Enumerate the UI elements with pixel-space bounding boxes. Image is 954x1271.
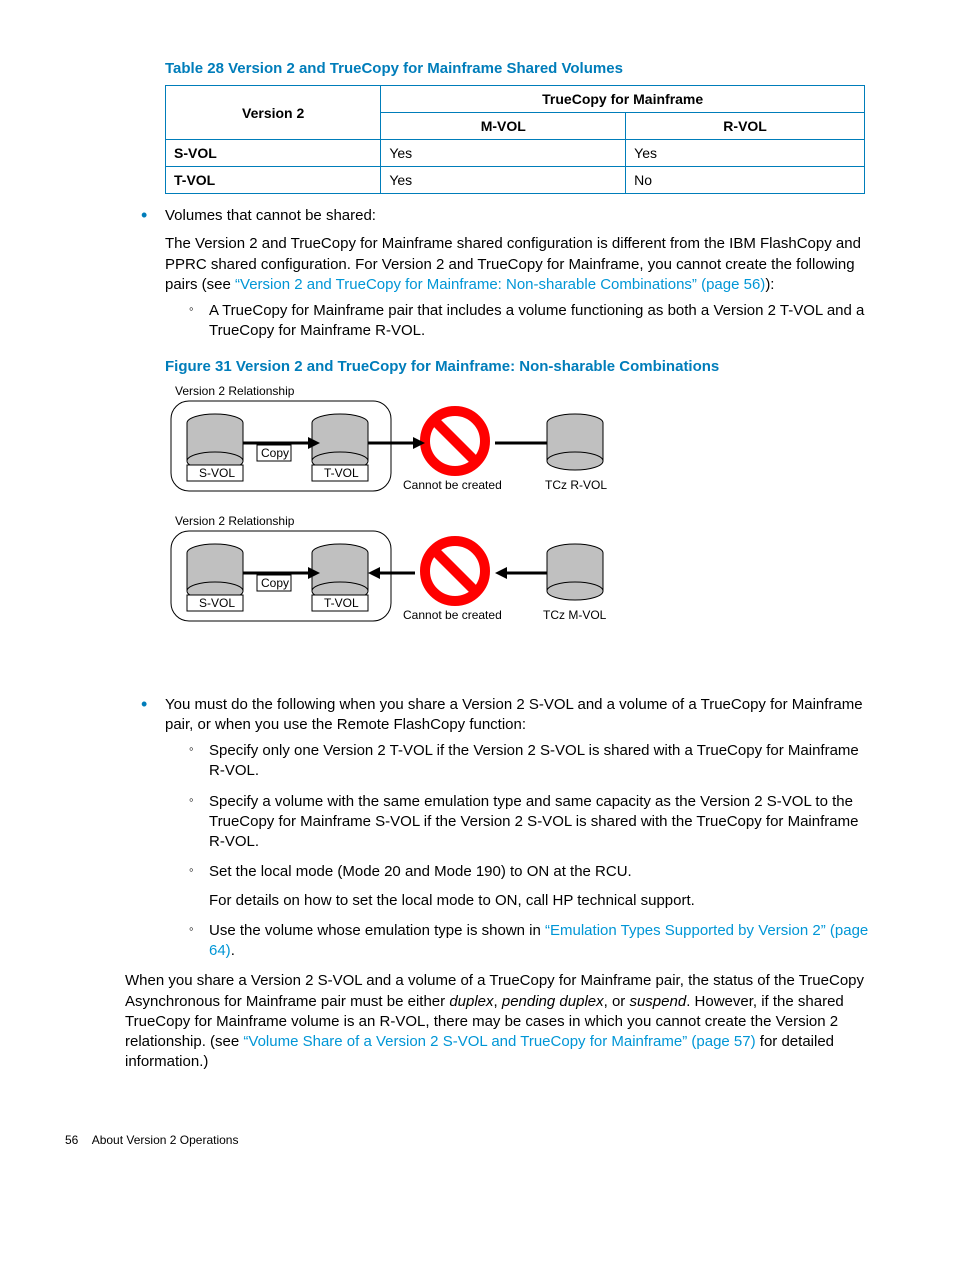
fig-tcz-mvol-text: TCz M-VOL — [543, 608, 607, 622]
closing-i2: pending duplex — [502, 993, 604, 1010]
fig-svol2-text: S-VOL — [199, 596, 235, 610]
th-mvol: M-VOL — [381, 113, 626, 140]
closing-b: , — [494, 993, 502, 1010]
fig-cyl-tvol1: T-VOL — [312, 414, 368, 481]
fig-cyl-tvol2: T-VOL — [312, 544, 368, 611]
fig-cyl-tcz2 — [547, 544, 603, 600]
th-rvol: R-VOL — [626, 113, 865, 140]
fig-cyl-svol2: S-VOL — [187, 544, 243, 611]
row-svol-mvol: Yes — [381, 140, 626, 167]
shared-volumes-table: Version 2 TrueCopy for Mainframe M-VOL R… — [165, 85, 865, 194]
figure-caption: Figure 31 Version 2 and TrueCopy for Mai… — [165, 358, 869, 375]
bullet1-para-b: ): — [765, 276, 774, 293]
closing-para: When you share a Version 2 S-VOL and a v… — [125, 971, 869, 1072]
fig-cannot2-text: Cannot be created — [403, 608, 502, 622]
page-number: 56 — [65, 1133, 78, 1147]
fig-tcz-rvol-text: TCz R-VOL — [545, 478, 607, 492]
bullet2-sub4: Use the volume whose emulation type is s… — [185, 921, 869, 962]
bullet2-lead: You must do the following when you share… — [165, 696, 863, 733]
page-footer: 56 About Version 2 Operations — [65, 1133, 869, 1147]
row-tvol-rvol: No — [626, 167, 865, 194]
row-svol-rvol: Yes — [626, 140, 865, 167]
link-nonsharable[interactable]: “Version 2 and TrueCopy for Mainframe: N… — [235, 276, 765, 293]
fig-arrowhead-in2 — [368, 567, 380, 579]
bullet1-para: The Version 2 and TrueCopy for Mainframe… — [165, 234, 869, 295]
closing-c: , or — [604, 993, 630, 1010]
bullet2-sub3a: Set the local mode (Mode 20 and Mode 190… — [209, 863, 632, 880]
fig-copy2-text: Copy — [261, 576, 289, 590]
fig-tvol2-text: T-VOL — [324, 596, 359, 610]
th-version2: Version 2 — [166, 86, 381, 140]
bullet-must-do: You must do the following when you share… — [135, 695, 869, 962]
closing-i1: duplex — [449, 993, 493, 1010]
bullet2-sub2: Specify a volume with the same emulation… — [185, 792, 869, 853]
fig-cyl-svol1: S-VOL — [187, 414, 243, 481]
fig-no-symbol2 — [425, 541, 485, 601]
row-tvol-label: T-VOL — [166, 167, 381, 194]
link-volume-share[interactable]: “Volume Share of a Version 2 S-VOL and T… — [243, 1033, 755, 1050]
bullet2-sub1: Specify only one Version 2 T-VOL if the … — [185, 741, 869, 782]
fig-svol1-text: S-VOL — [199, 466, 235, 480]
closing-i3: suspend — [629, 993, 686, 1010]
fig-cyl-tcz1 — [547, 414, 603, 470]
fig-copy1-text: Copy — [261, 446, 289, 460]
fig-arrowhead-remote2 — [495, 567, 507, 579]
fig-label-rel2: Version 2 Relationship — [175, 514, 295, 528]
bullet2-sub4b: . — [231, 942, 235, 959]
bullet-volumes-not-shared: Volumes that cannot be shared: The Versi… — [135, 206, 869, 342]
footer-title: About Version 2 Operations — [92, 1133, 239, 1147]
bullet2-sub3b: For details on how to set the local mode… — [209, 891, 869, 911]
th-truecopy: TrueCopy for Mainframe — [381, 86, 865, 113]
bullet2-sub4a: Use the volume whose emulation type is s… — [209, 922, 545, 939]
fig-no-symbol1 — [425, 411, 485, 471]
bullet2-sub3: Set the local mode (Mode 20 and Mode 190… — [185, 862, 869, 911]
figure-svg: Version 2 Relationship S-VOL T-VOL — [165, 381, 635, 661]
fig-tvol1-text: T-VOL — [324, 466, 359, 480]
bullet1-sub1: A TrueCopy for Mainframe pair that inclu… — [185, 301, 869, 342]
row-tvol-mvol: Yes — [381, 167, 626, 194]
figure-31: Version 2 Relationship S-VOL T-VOL — [165, 381, 869, 665]
row-svol-label: S-VOL — [166, 140, 381, 167]
table-caption: Table 28 Version 2 and TrueCopy for Main… — [165, 60, 869, 77]
bullet1-lead: Volumes that cannot be shared: — [165, 207, 376, 224]
fig-label-rel1: Version 2 Relationship — [175, 384, 295, 398]
fig-cannot1-text: Cannot be created — [403, 478, 502, 492]
